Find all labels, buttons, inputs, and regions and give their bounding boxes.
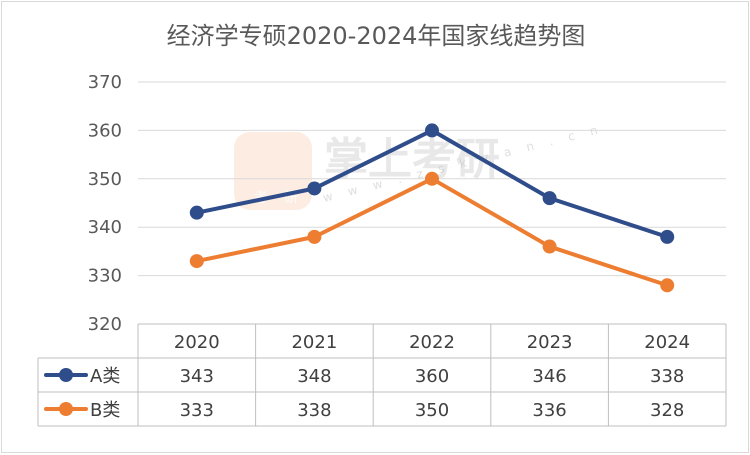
- legend-label: A类: [90, 366, 120, 387]
- data-point: [189, 205, 204, 220]
- data-label: 350: [415, 400, 449, 421]
- data-point: [542, 239, 557, 254]
- data-table: 2020 2021 2022 2023 2024 A类 343 348 360 346 338 B类 3…: [37, 323, 727, 427]
- data-label: 328: [650, 400, 684, 421]
- legend-marker: [59, 402, 73, 416]
- data-label: 343: [180, 366, 214, 387]
- series-layer: [189, 123, 675, 293]
- data-point: [307, 229, 322, 244]
- data-point: [660, 229, 675, 244]
- x-category-label: 2024: [644, 332, 690, 353]
- data-label: 346: [532, 366, 566, 387]
- x-category-label: 2022: [409, 332, 455, 353]
- y-tick-label: 320: [88, 314, 122, 335]
- data-label: 338: [650, 366, 684, 387]
- data-point: [307, 181, 322, 196]
- y-tick-label: 370: [88, 72, 122, 93]
- data-label: 333: [180, 400, 214, 421]
- x-category-label: 2021: [291, 332, 337, 353]
- data-label: 348: [297, 366, 331, 387]
- y-tick-label: 330: [88, 266, 122, 287]
- x-category-label: 2020: [174, 332, 220, 353]
- chart-title: 经济学专硕2020-2024年国家线趋势图: [166, 22, 586, 50]
- data-point: [660, 278, 675, 293]
- data-label: 360: [415, 366, 449, 387]
- y-tick-label: 350: [88, 169, 122, 190]
- y-axis: 320 330 340 350 360 370: [88, 72, 122, 335]
- y-tick-label: 360: [88, 120, 122, 141]
- y-tick-label: 340: [88, 217, 122, 238]
- x-category-label: 2023: [527, 332, 573, 353]
- watermark-badge: [234, 132, 312, 210]
- data-point: [189, 254, 204, 269]
- legend-label: B类: [90, 400, 120, 421]
- data-point: [425, 171, 439, 186]
- legend-marker: [59, 368, 73, 382]
- data-label: 338: [297, 400, 331, 421]
- data-point: [542, 191, 557, 206]
- data-point: [425, 123, 439, 138]
- data-label: 336: [532, 400, 566, 421]
